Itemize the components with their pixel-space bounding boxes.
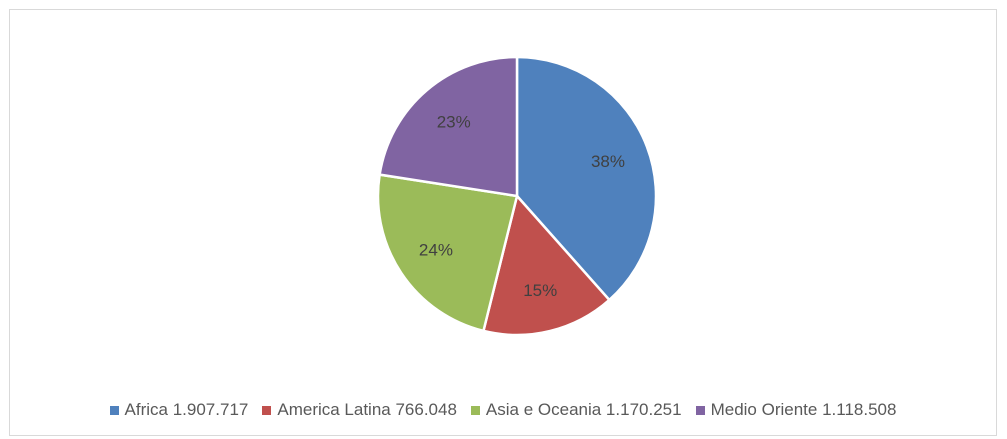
pie-slice-medio-oriente <box>378 55 519 198</box>
legend-label-america-latina: America Latina 766.048 <box>277 400 457 419</box>
legend-label-medio-oriente: Medio Oriente 1.118.508 <box>710 400 897 419</box>
legend-item-medio-oriente: Medio Oriente 1.118.508 <box>695 400 897 420</box>
legend-item-america-latina: America Latina 766.048 <box>262 400 457 420</box>
pie-chart: 38% 15% 24% 23% <box>376 55 658 337</box>
chart-area: 38% 15% 24% 23% Africa 1.907.717 America La… <box>9 9 997 436</box>
chart-legend: Africa 1.907.717 America Latina 766.048 … <box>10 400 996 420</box>
data-label-asia-e-oceania: 24% <box>419 240 453 259</box>
pie-slice-america-latina <box>481 193 612 337</box>
legend-swatch-africa <box>109 405 119 415</box>
legend-item-africa: Africa 1.907.717 <box>109 400 249 420</box>
data-label-africa: 38% <box>591 152 625 171</box>
legend-label-africa: Africa 1.907.717 <box>124 400 249 419</box>
legend-label-asia-e-oceania: Asia e Oceania 1.170.251 <box>485 400 682 419</box>
data-label-america-latina: 15% <box>523 281 557 300</box>
data-label-medio-oriente: 23% <box>437 113 471 132</box>
pie-slice-africa <box>515 55 658 302</box>
legend-swatch-asia-e-oceania <box>470 405 480 415</box>
pie-slice-asia-e-oceania <box>376 173 519 333</box>
legend-swatch-america-latina <box>262 405 272 415</box>
legend-swatch-medio-oriente <box>695 405 705 415</box>
legend-item-asia-e-oceania: Asia e Oceania 1.170.251 <box>470 400 682 420</box>
